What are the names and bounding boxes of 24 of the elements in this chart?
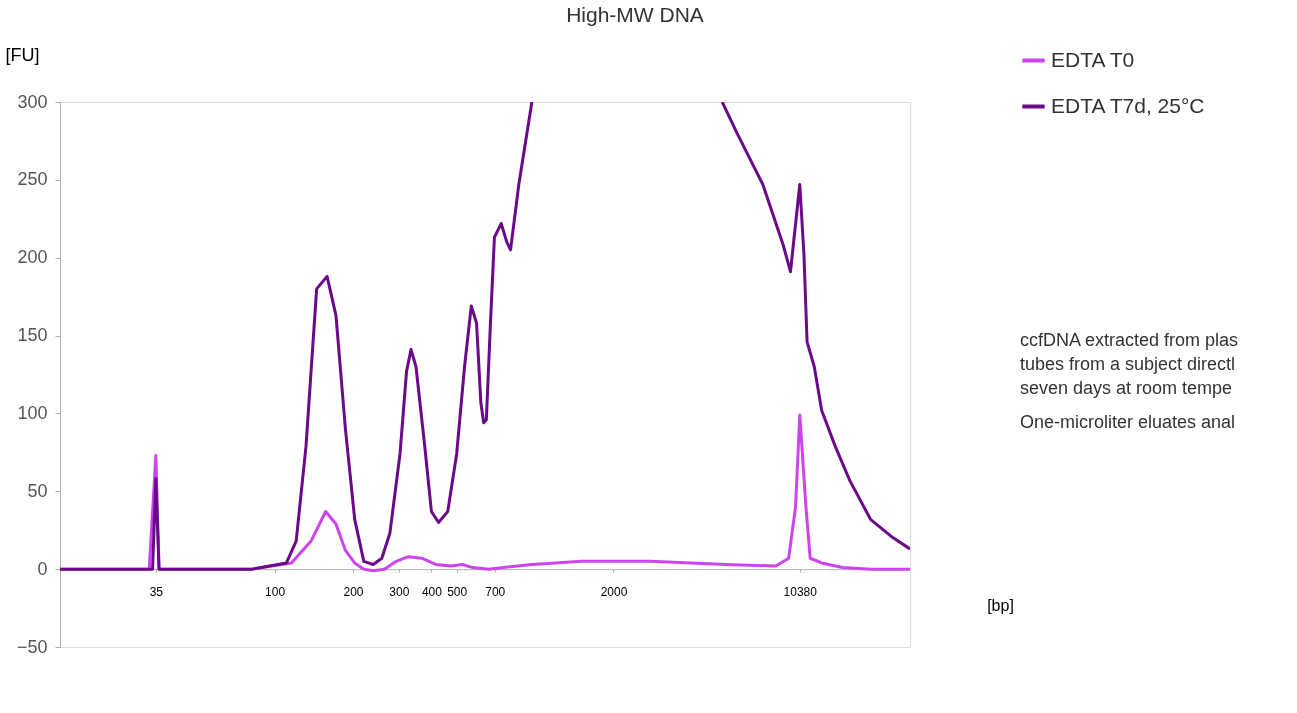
x-tick-label: 400 — [421, 584, 443, 599]
y-tick-label: 150 — [17, 325, 48, 346]
y-tick-label: 250 — [17, 169, 48, 190]
x-tick-label: 200 — [343, 584, 364, 599]
y-tick-label: 300 — [17, 91, 48, 112]
x-tick-label: 100 — [265, 584, 286, 599]
y-axis-title: [FU] — [5, 44, 40, 65]
x-tick-label: 2000 — [600, 584, 628, 599]
x-axis-title: [bp] — [987, 596, 1014, 614]
x-tick-label: 700 — [485, 584, 506, 599]
legend-label: EDTA T7d, 25°C — [1051, 93, 1205, 117]
y-tick-label: 50 — [27, 480, 48, 501]
x-tick-label: 35 — [149, 584, 164, 599]
y-tick-label: −50 — [16, 636, 48, 657]
legend-label: EDTA T0 — [1051, 47, 1135, 71]
text: ccfDNA extracted from plas tubes from a subject directl seven days at room tempe — [1020, 330, 1239, 398]
x-tick-label: 10380 — [783, 584, 818, 599]
y-tick-label: 200 — [17, 247, 48, 268]
x-tick-label: 500 — [447, 584, 468, 599]
y-tick-label: 100 — [17, 402, 48, 423]
y-tick-label: 0 — [37, 558, 48, 579]
text: One-microliter eluates anal — [1020, 412, 1236, 432]
x-tick-label: 300 — [389, 584, 410, 599]
chart-title: High-MW DNA — [566, 3, 704, 26]
